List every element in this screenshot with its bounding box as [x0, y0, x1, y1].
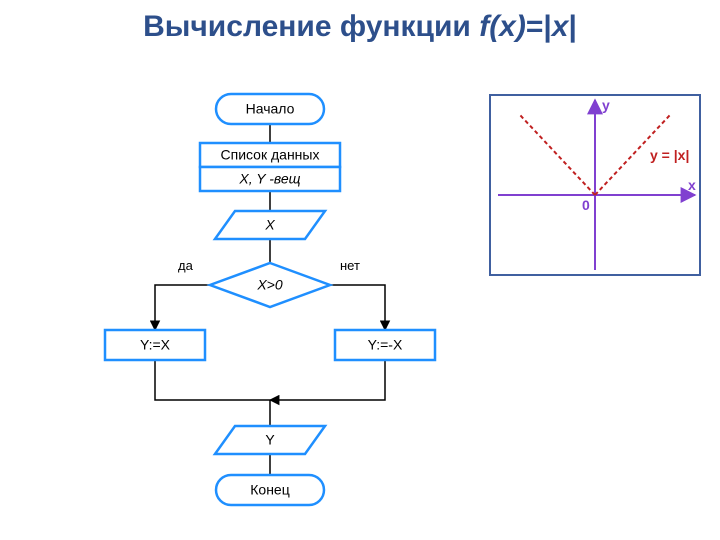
origin-label: 0 — [582, 197, 590, 213]
node-end-label: Конец — [250, 482, 289, 498]
node-decision-label: X>0 — [256, 277, 283, 293]
branch-no-label: нет — [340, 258, 360, 273]
node-data1-label: Список данных — [221, 147, 320, 163]
graph-fn-label: y = |x| — [650, 147, 689, 163]
x-axis-label: x — [688, 177, 696, 193]
node-input-label: X — [264, 217, 275, 233]
y-axis-label: y — [602, 97, 610, 113]
node-start: Начало — [216, 94, 324, 124]
diagram-canvas: да нет Начало Список данных X, Y -вещ X … — [0, 0, 720, 540]
node-decision: X>0 — [210, 263, 330, 307]
node-output-label: Y — [265, 432, 275, 448]
node-input: X — [215, 211, 325, 239]
node-data-block: Список данных X, Y -вещ — [200, 143, 340, 191]
node-data2-label: X, Y -вещ — [238, 171, 300, 187]
branch-yes-label: да — [178, 258, 194, 273]
node-output: Y — [215, 426, 325, 454]
node-proc-yes: Y:=X — [105, 330, 205, 360]
node-start-label: Начало — [246, 101, 295, 117]
node-proc-no: Y:=-X — [335, 330, 435, 360]
node-proc-yes-label: Y:=X — [140, 337, 171, 353]
node-proc-no-label: Y:=-X — [368, 337, 403, 353]
node-end: Конец — [216, 475, 324, 505]
graph-box: y x 0 y = |x| — [490, 95, 700, 275]
